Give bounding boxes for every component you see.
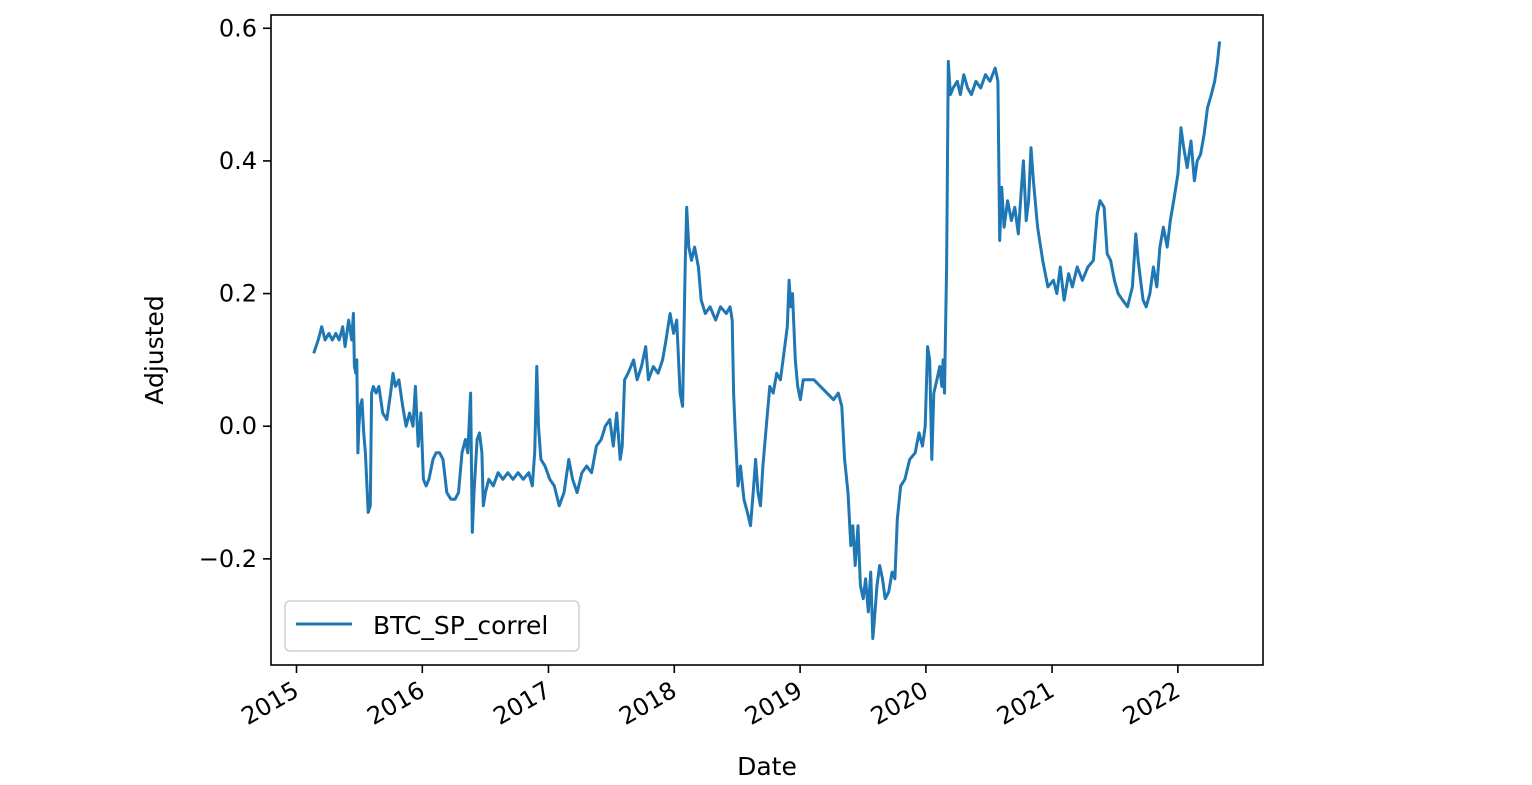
x-tick-label: 2021 [992, 676, 1059, 731]
x-tick-label: 2019 [740, 676, 807, 731]
y-axis: −0.2 0.0 0.2 0.4 0.6 [199, 14, 271, 573]
x-tick-label: 2016 [362, 676, 429, 731]
x-tick-label: 2017 [489, 676, 556, 731]
legend: BTC_SP_correl [284, 600, 580, 652]
y-tick-label: 0.6 [219, 14, 257, 42]
legend-label: BTC_SP_correl [373, 611, 548, 640]
x-axis: 2015 2016 2017 2018 2019 2020 2021 2022 [237, 665, 1185, 731]
y-tick-label: 0.4 [219, 147, 257, 175]
series-line [312, 41, 1222, 640]
x-tick-label: 2018 [614, 676, 681, 731]
y-axis-label: Adjusted [140, 295, 169, 404]
x-tick-label: 2020 [866, 676, 933, 731]
legend-box [284, 600, 580, 652]
plot-area [270, 14, 1264, 666]
y-tick-label: −0.2 [199, 545, 257, 573]
plot-frame [270, 14, 1264, 666]
y-tick-label: 0.2 [219, 280, 257, 308]
y-tick-label: 0.0 [219, 412, 257, 440]
x-tick-label: 2022 [1118, 676, 1185, 731]
x-tick-label: 2015 [237, 676, 304, 731]
x-axis-label: Date [737, 752, 797, 780]
